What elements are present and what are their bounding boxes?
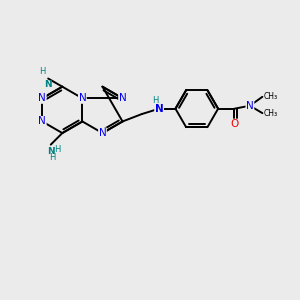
Text: N: N bbox=[155, 104, 164, 114]
Text: H: H bbox=[49, 153, 56, 162]
Text: O: O bbox=[230, 119, 238, 129]
Text: N: N bbox=[47, 147, 55, 156]
Text: H: H bbox=[54, 145, 61, 154]
Text: N: N bbox=[79, 93, 86, 103]
Text: H: H bbox=[40, 68, 46, 76]
Text: N: N bbox=[119, 93, 126, 103]
Text: N: N bbox=[38, 116, 46, 127]
Text: H: H bbox=[152, 96, 158, 105]
Text: N: N bbox=[44, 80, 51, 89]
Text: CH₃: CH₃ bbox=[264, 109, 278, 118]
Text: N: N bbox=[99, 128, 106, 138]
Text: CH₃: CH₃ bbox=[264, 92, 278, 101]
Text: N: N bbox=[246, 101, 254, 111]
Text: N: N bbox=[38, 93, 46, 103]
